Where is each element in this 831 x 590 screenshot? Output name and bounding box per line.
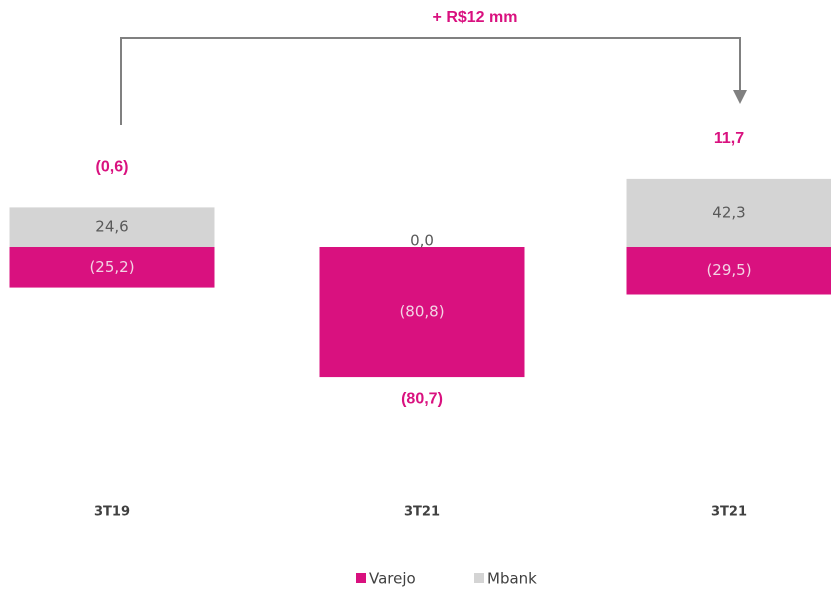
legend-swatch [356,573,366,583]
bar-segment [626,178,831,247]
annotation: + R$12 mm [433,9,518,26]
segment-label: 24,6 [95,218,128,236]
total-label: (0,6) [96,159,129,176]
segment-label: (29,5) [706,261,751,279]
bar-segment [319,247,525,378]
bridge-arrow [120,37,741,125]
segment-label: 42,3 [712,203,745,221]
x-tick-label: 3T21 [404,505,440,520]
legend-label: Mbank [487,570,537,588]
total-label: (80,7) [401,390,443,407]
bar-segment [9,247,215,288]
segment-label: 0,0 [410,232,434,250]
segment-label: (25,2) [89,258,134,276]
bar-segment [626,247,831,295]
bar-segment [9,207,215,247]
legend-label: Varejo [369,570,416,588]
legend-swatch [474,573,484,583]
x-tick-label: 3T19 [94,505,130,520]
segment-label: (80,8) [399,303,444,321]
total-label: 11,7 [714,130,744,147]
arrow-head [733,90,747,104]
x-tick-label: 3T21 [711,505,747,520]
